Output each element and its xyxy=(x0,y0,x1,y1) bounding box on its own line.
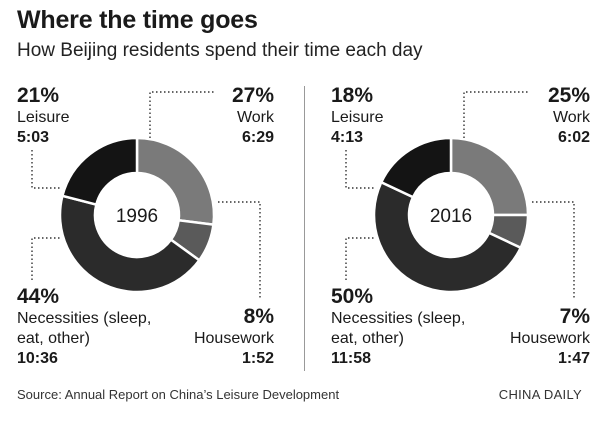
work-pct: 27% xyxy=(231,84,274,107)
necessities-name-line1: Necessities (sleep, xyxy=(331,310,466,327)
leader-leisure xyxy=(345,150,376,189)
chart-title: Where the time goes xyxy=(17,6,258,34)
center-year-label: 1996 xyxy=(116,206,158,227)
label-leisure: 18% Leisure 4:13 xyxy=(331,84,383,148)
necessities-name-line2: eat, other) xyxy=(17,330,90,347)
leisure-pct: 18% xyxy=(331,84,374,107)
necessities-name-line2: eat, other) xyxy=(331,330,404,347)
leisure-time: 4:13 xyxy=(331,129,364,146)
donut-panel-1996: 1996 21% Leisure 5:03 27% Work 6:29 44% … xyxy=(10,80,300,380)
slice-leisure xyxy=(379,136,453,199)
leader-housework xyxy=(218,201,261,298)
leader-necessities xyxy=(345,237,376,280)
work-time: 6:02 xyxy=(557,129,590,146)
leisure-name: Leisure xyxy=(331,109,384,126)
work-name: Work xyxy=(552,109,590,126)
leisure-pct: 21% xyxy=(17,84,60,107)
label-leisure: 21% Leisure 5:03 xyxy=(17,84,69,148)
work-pct: 25% xyxy=(547,84,590,107)
slice-work xyxy=(449,136,530,217)
necessities-pct: 50% xyxy=(331,285,374,308)
leader-housework xyxy=(532,201,575,298)
slice-leisure xyxy=(60,136,139,207)
label-housework: 8% Housework 1:52 xyxy=(194,305,274,369)
housework-pct: 8% xyxy=(243,305,274,328)
leader-work xyxy=(463,91,529,138)
donut-chart-2016: 2016 xyxy=(345,91,575,298)
necessities-time: 11:58 xyxy=(331,350,372,367)
leader-leisure xyxy=(31,150,62,189)
brand-credit: CHINA DAILY xyxy=(498,387,582,402)
leisure-time: 5:03 xyxy=(17,129,50,146)
housework-time: 1:52 xyxy=(241,350,274,367)
label-housework: 7% Housework 1:47 xyxy=(510,305,590,369)
panel-divider xyxy=(304,86,305,371)
chart-subtitle: How Beijing residents spend their time e… xyxy=(17,40,423,61)
necessities-name-line1: Necessities (sleep, xyxy=(17,310,152,327)
slice-necessities xyxy=(58,194,202,294)
housework-pct: 7% xyxy=(559,305,590,328)
donut-panel-2016: 2016 18% Leisure 4:13 25% Work 6:02 50% … xyxy=(324,80,600,380)
donut-chart-1996: 1996 xyxy=(31,91,261,298)
necessities-pct: 44% xyxy=(17,285,60,308)
source-note: Source: Annual Report on China’s Leisure… xyxy=(17,387,340,402)
slice-necessities xyxy=(372,180,523,294)
label-work: 27% Work 6:29 xyxy=(232,84,274,148)
leader-necessities xyxy=(31,237,62,280)
necessities-time: 10:36 xyxy=(17,350,58,367)
leisure-name: Leisure xyxy=(17,109,70,126)
work-name: Work xyxy=(236,109,274,126)
label-necessities: 50% Necessities (sleep, eat, other) 11:5… xyxy=(331,285,465,369)
housework-time: 1:47 xyxy=(557,350,590,367)
housework-name: Housework xyxy=(509,330,590,347)
center-year-label: 2016 xyxy=(430,206,472,227)
label-work: 25% Work 6:02 xyxy=(548,84,590,148)
leader-work xyxy=(149,91,215,138)
housework-name: Housework xyxy=(193,330,274,347)
work-time: 6:29 xyxy=(241,129,274,146)
label-necessities: 44% Necessities (sleep, eat, other) 10:3… xyxy=(17,285,151,369)
